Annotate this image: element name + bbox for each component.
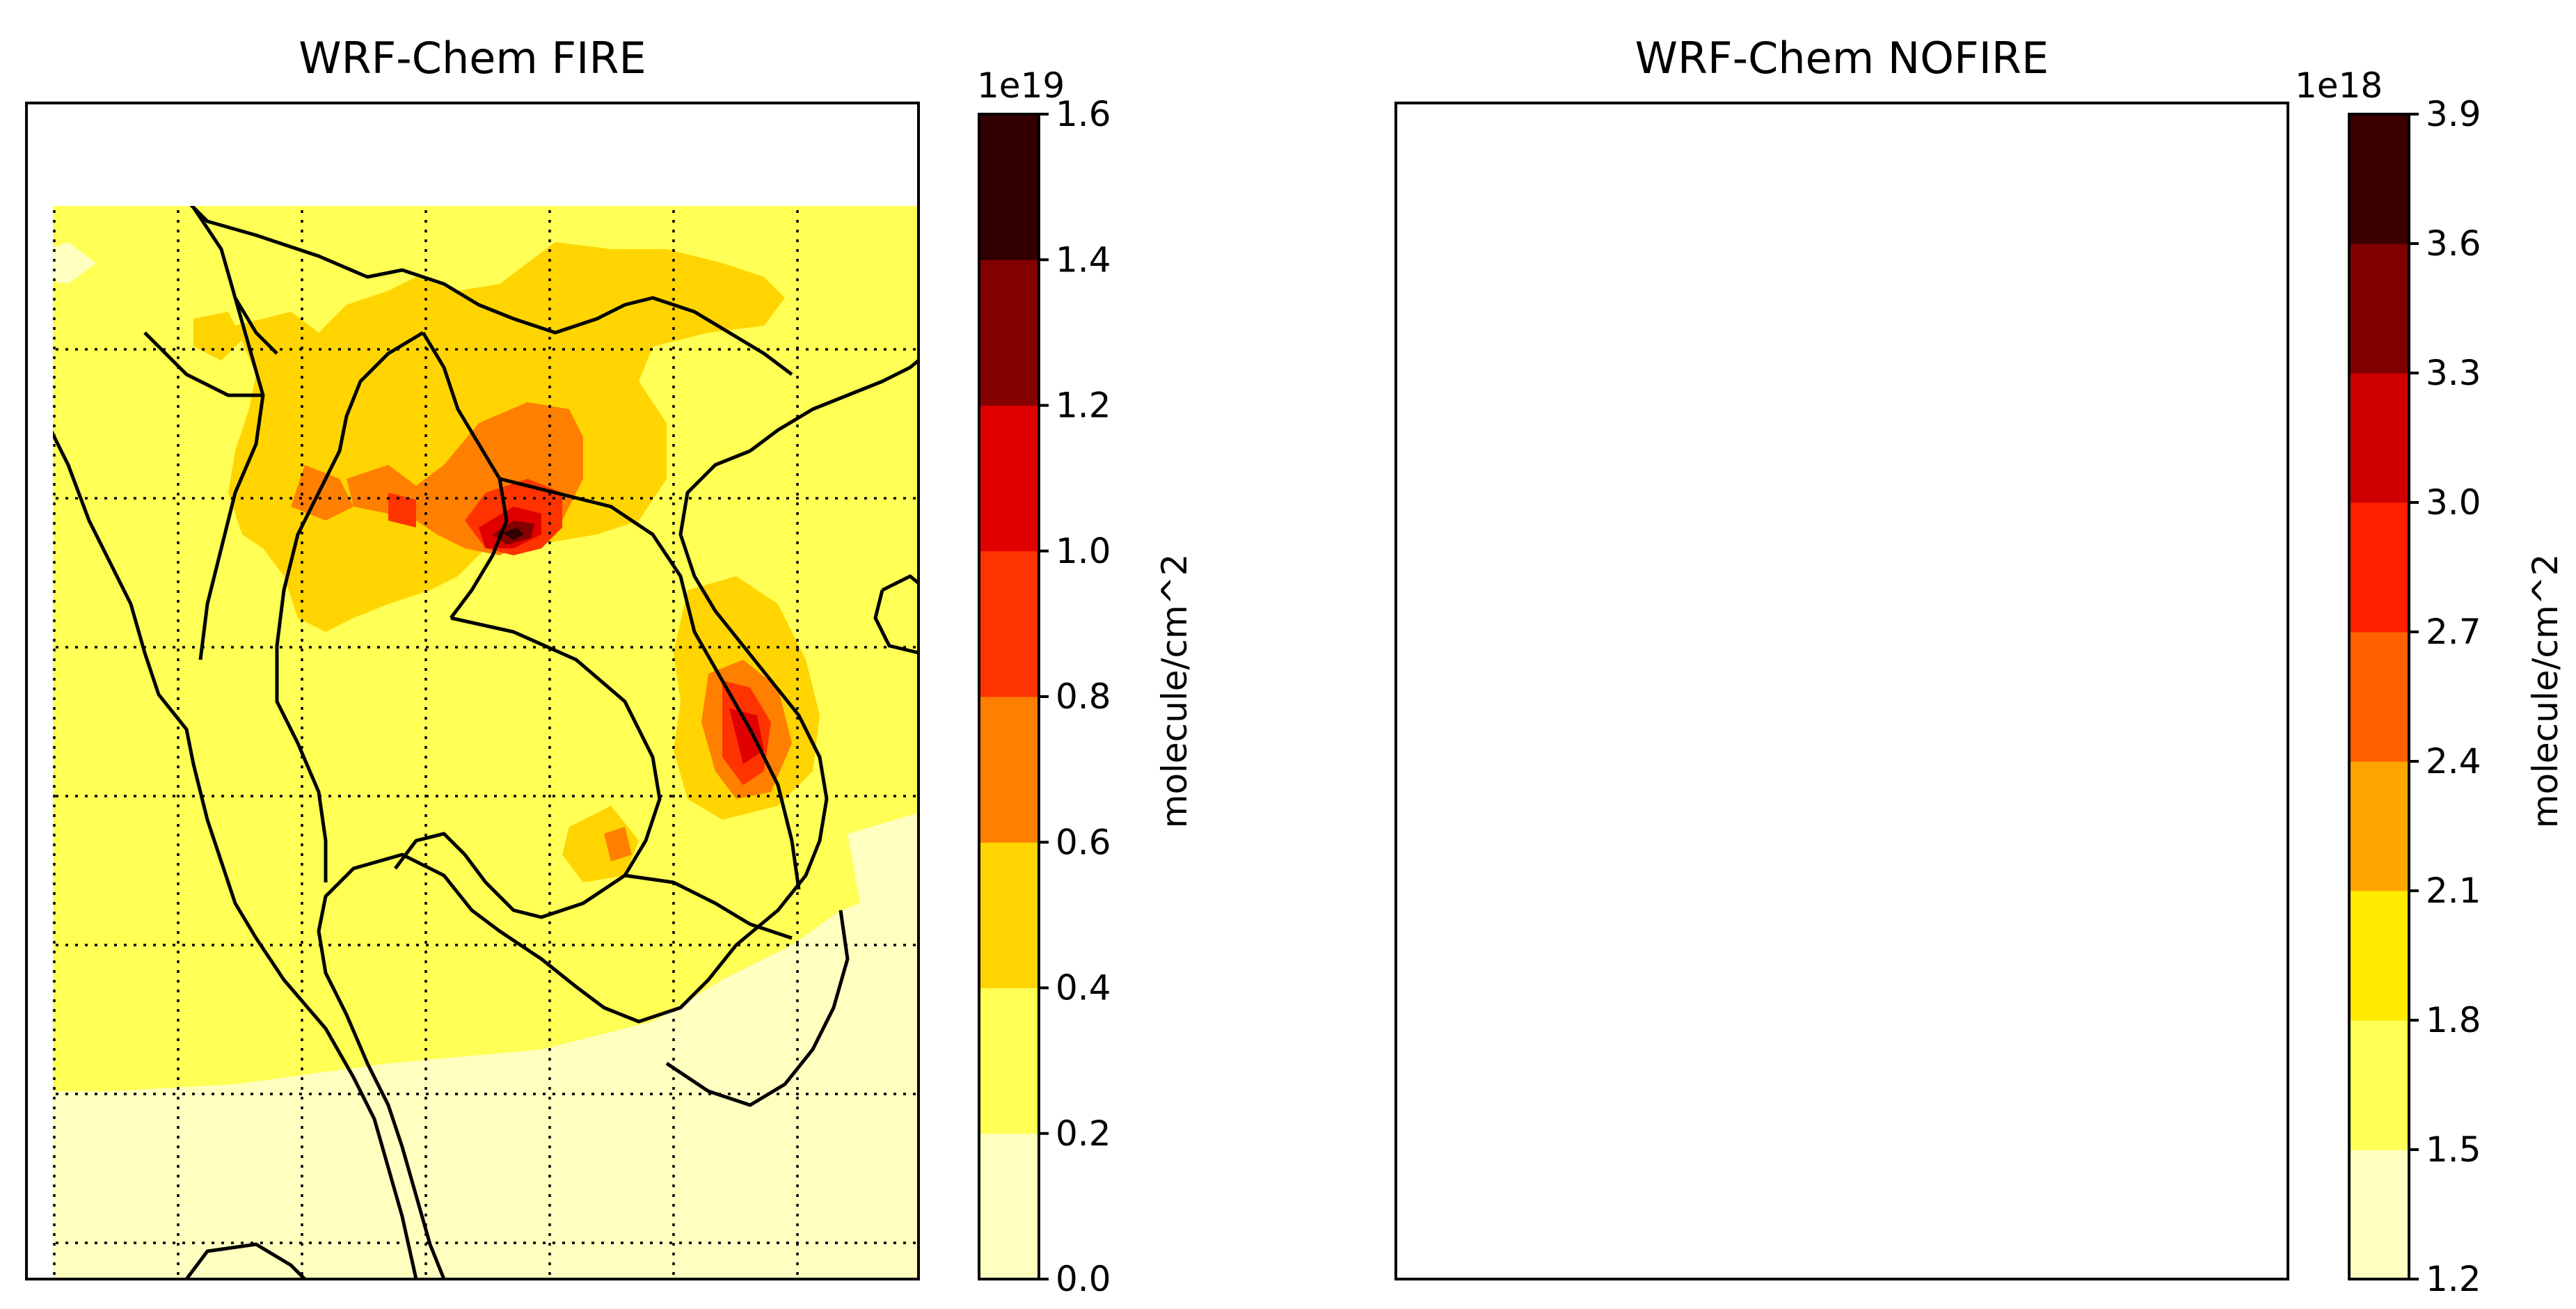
map-frame bbox=[1394, 102, 2289, 1280]
colorbar-swatch bbox=[2349, 114, 2409, 244]
colorbar-swatch bbox=[2349, 632, 2409, 762]
map-panel-fire: WRF-Chem FIRE bbox=[25, 33, 1195, 1299]
colorbar-swatch bbox=[2349, 761, 2409, 891]
map-panel-nofire: WRF-Chem NOFIRE bbox=[1394, 33, 2566, 1299]
colorbar-frame bbox=[2348, 113, 2410, 1280]
panel-title: WRF-Chem FIRE bbox=[299, 33, 646, 84]
colorbar-swatch bbox=[979, 842, 1039, 988]
colorbar-tick-label: 0.6 bbox=[1056, 822, 1111, 862]
colorbar-tick-label: 3.9 bbox=[2426, 94, 2481, 134]
colorbar-label: molecule/cm^2 bbox=[2525, 554, 2566, 829]
colorbar-tick-label: 1.5 bbox=[2426, 1129, 2481, 1170]
colorbar-swatch bbox=[2349, 502, 2409, 633]
colorbar-swatch bbox=[2349, 1020, 2409, 1150]
colorbar-swatch bbox=[979, 1133, 1039, 1280]
contour-field bbox=[53, 206, 919, 1279]
colorbar-tick-label: 3.3 bbox=[2426, 353, 2481, 393]
colorbar-tick-label: 1.2 bbox=[2426, 1259, 2481, 1299]
colorbar-swatch bbox=[979, 405, 1039, 552]
colorbar-tick-label: 1.8 bbox=[2426, 1000, 2481, 1040]
colorbar-swatch bbox=[979, 260, 1039, 406]
colorbar-tick-label: 1.0 bbox=[1056, 531, 1111, 571]
colorbar-tick-label: 2.1 bbox=[2426, 871, 2481, 911]
colorbar-exponent: 1e18 bbox=[2295, 65, 2383, 106]
colorbar-tick-label: 0.2 bbox=[1056, 1113, 1111, 1154]
colorbar-swatch bbox=[979, 114, 1039, 260]
panel-title: WRF-Chem NOFIRE bbox=[1635, 33, 2049, 84]
colorbar-tick-label: 1.4 bbox=[1056, 239, 1111, 280]
colorbar-swatch bbox=[979, 697, 1039, 843]
colorbar-swatch bbox=[2349, 1150, 2409, 1280]
colorbar-label: molecule/cm^2 bbox=[1154, 554, 1195, 829]
colorbar-swatch bbox=[2349, 244, 2409, 374]
colorbar-nofire: 1.2 1.5 1.8 2.1 2.4 2.7 3.0 3.3 3.6 3.9 bbox=[2348, 94, 2481, 1299]
map-frame bbox=[25, 102, 920, 1280]
colorbar-tick-label: 1.6 bbox=[1056, 94, 1111, 134]
colorbar-tick-label: 2.4 bbox=[2426, 741, 2481, 782]
colorbar-tick-label: 0.0 bbox=[1056, 1259, 1111, 1299]
colorbar-swatch bbox=[2349, 891, 2409, 1021]
colorbar-swatch bbox=[979, 550, 1039, 697]
colorbar-swatch bbox=[979, 987, 1039, 1134]
colorbar-exponent: 1e19 bbox=[977, 65, 1065, 106]
colorbar-tick-label: 2.7 bbox=[2426, 612, 2481, 652]
colorbar-tick-label: 1.2 bbox=[1056, 386, 1111, 426]
colorbar-swatch bbox=[2349, 373, 2409, 503]
contour-field bbox=[1396, 103, 2288, 1279]
colorbar-tick-label: 0.4 bbox=[1056, 968, 1111, 1008]
colorbar-fire: 0.0 0.2 0.4 0.6 0.8 1.0 1.2 1.4 1.6 bbox=[978, 94, 1111, 1299]
colorbar-tick-label: 3.0 bbox=[2426, 482, 2481, 523]
colorbar-tick-label: 0.8 bbox=[1056, 676, 1111, 717]
colorbar-tick-label: 3.6 bbox=[2426, 223, 2481, 264]
